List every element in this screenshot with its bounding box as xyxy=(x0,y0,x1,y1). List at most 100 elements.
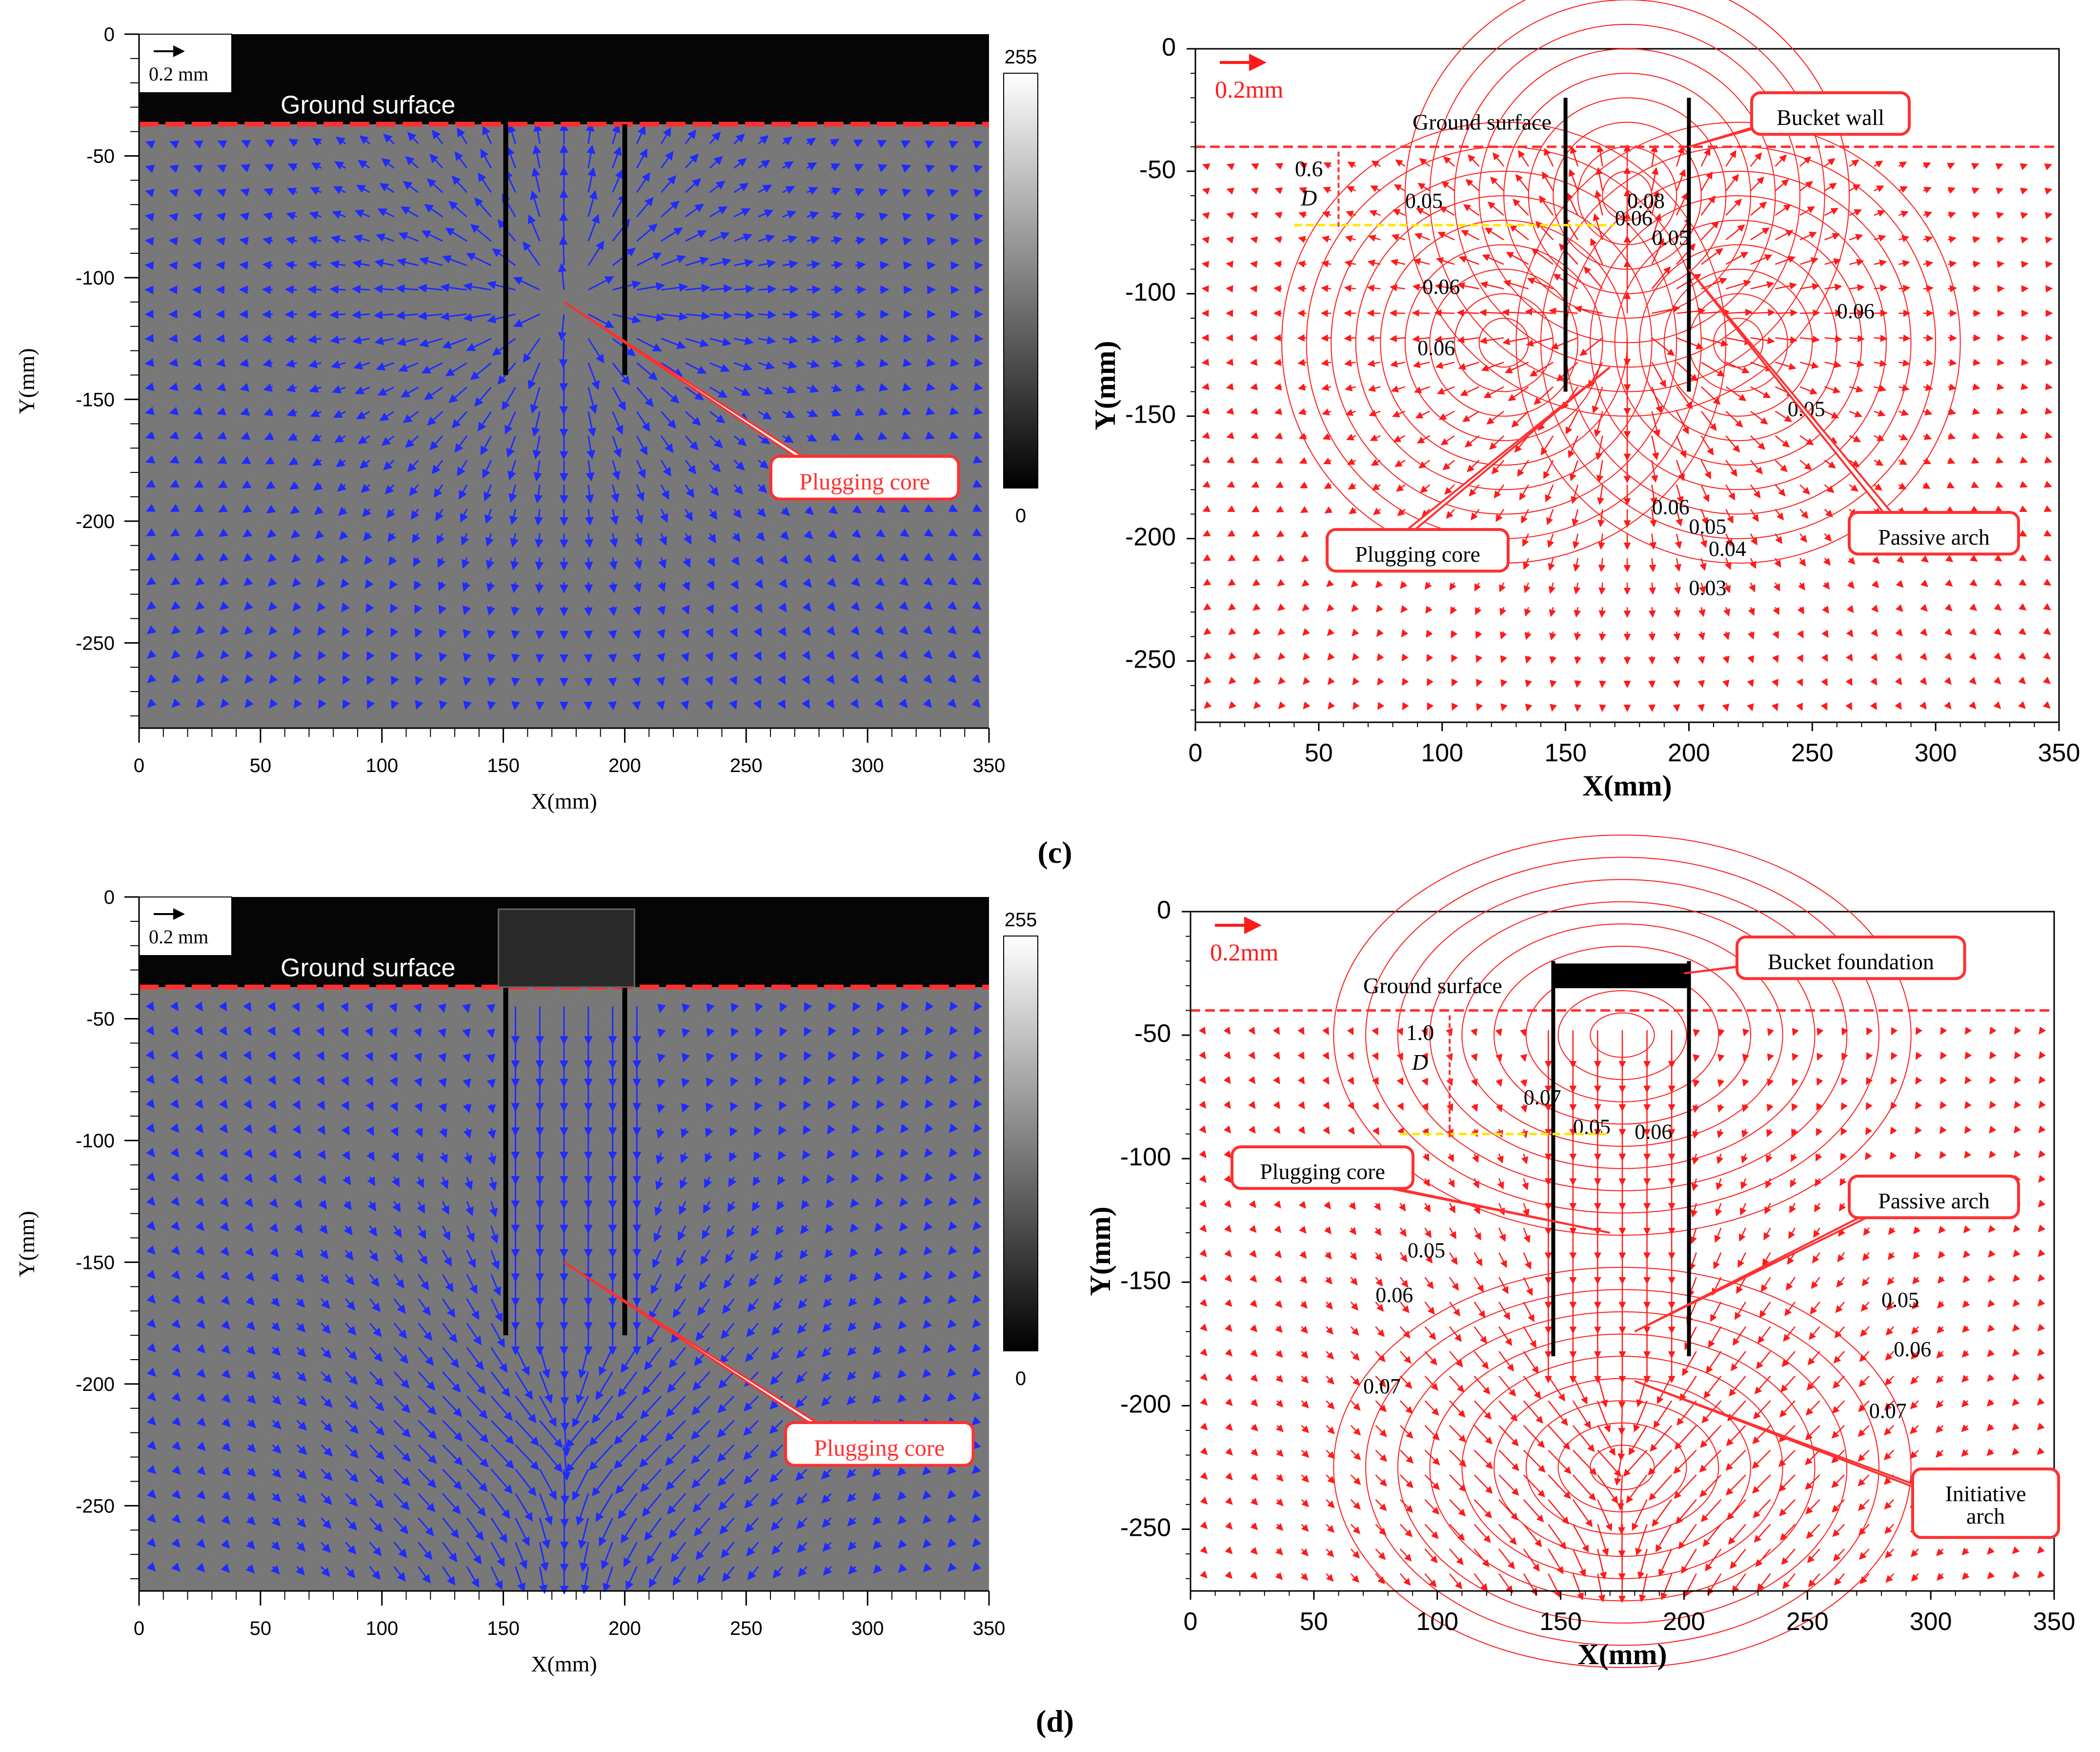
y-tick-label: -200 xyxy=(76,511,115,532)
vector-arrow xyxy=(439,700,448,710)
vector-arrow xyxy=(485,533,494,547)
vector-arrow xyxy=(269,674,278,684)
vector-arrow xyxy=(268,626,278,635)
vector-arrow xyxy=(506,435,516,458)
vector-arrow xyxy=(168,358,178,367)
vector-arrow xyxy=(340,554,349,565)
vector-arrow xyxy=(389,580,398,590)
vector-arrow xyxy=(558,314,567,341)
vector-arrow xyxy=(267,553,277,563)
vector-arrow xyxy=(220,650,229,659)
vector-arrow xyxy=(398,362,419,372)
vector-arrow xyxy=(485,557,495,570)
vector-arrow xyxy=(310,187,322,195)
vector-arrow xyxy=(1344,334,1356,342)
vector-arrow xyxy=(534,509,544,526)
vector-arrow xyxy=(171,650,181,659)
vector-arrow xyxy=(262,309,273,319)
vector-arrow xyxy=(391,652,399,662)
vector-arrow xyxy=(439,652,447,662)
contour-label: 0.03 xyxy=(1689,576,1726,600)
vector-arrow xyxy=(329,285,346,294)
vector-arrow xyxy=(285,236,297,245)
vector-arrow xyxy=(513,277,540,291)
vector-arrow xyxy=(424,387,443,400)
x-tick-label: 100 xyxy=(1416,1608,1458,1636)
bucket-model xyxy=(498,908,635,988)
vector-arrow xyxy=(431,460,444,474)
vector-arrow xyxy=(584,606,593,617)
vector-arrow xyxy=(240,188,250,197)
contour-label: 0.05 xyxy=(1408,1239,1445,1263)
vector-arrow xyxy=(612,460,621,481)
vector-arrow xyxy=(193,455,203,464)
depth-unit: D xyxy=(1300,185,1317,210)
vector-arrow xyxy=(950,237,960,246)
vector-arrow xyxy=(612,123,621,144)
callout-text: Plugging core xyxy=(1355,542,1480,567)
vector-arrow xyxy=(502,387,516,411)
vector-arrow xyxy=(239,309,249,319)
vector-arrow xyxy=(284,310,297,319)
contour-label: 0.07 xyxy=(1363,1374,1401,1398)
vector-arrow xyxy=(144,213,155,222)
callout-text: Plugging core xyxy=(799,469,930,495)
x-tick-label: 150 xyxy=(487,755,520,776)
vector-arrow xyxy=(381,435,395,446)
x-tick-label: 350 xyxy=(2038,739,2080,767)
vector-arrow xyxy=(926,358,936,367)
vector-arrow xyxy=(608,653,617,663)
y-tick-label: -250 xyxy=(76,1495,115,1517)
vector-arrow xyxy=(532,144,542,168)
vector-arrow xyxy=(419,257,443,266)
vector-arrow xyxy=(262,285,273,294)
vector-arrow xyxy=(587,338,605,364)
panel-label-c: (c) xyxy=(1037,835,1072,870)
vector-arrow xyxy=(391,675,399,686)
x-tick-label: 200 xyxy=(1668,739,1710,767)
vector-arrow xyxy=(220,698,230,708)
vector-arrow xyxy=(169,407,179,415)
vector-arrow xyxy=(523,338,541,363)
vector-arrow xyxy=(330,235,346,244)
vector-arrow xyxy=(351,285,370,294)
vector-arrow xyxy=(527,214,541,242)
vector-arrow xyxy=(218,504,228,513)
vector-arrow xyxy=(1648,632,1656,641)
vector-arrow xyxy=(782,285,799,294)
vector-arrow xyxy=(2021,358,2029,366)
vector-arrow xyxy=(587,167,596,193)
vector-arrow xyxy=(286,212,297,221)
vector-arrow xyxy=(974,358,984,367)
vector-arrow xyxy=(195,552,205,561)
vector-arrow xyxy=(291,529,301,539)
vector-arrow xyxy=(531,411,541,437)
vector-arrow xyxy=(508,484,517,503)
vector-arrow xyxy=(359,135,370,144)
vector-arrow xyxy=(266,529,277,538)
vector-arrow xyxy=(312,457,322,467)
bucket-lid xyxy=(1553,963,1689,988)
vector-arrow xyxy=(196,698,205,708)
colorbar xyxy=(1003,73,1038,489)
vector-arrow xyxy=(612,387,626,411)
contour-label: 0.07 xyxy=(1869,1399,1907,1423)
vector-arrow xyxy=(310,409,322,417)
vector-arrow xyxy=(220,625,229,635)
vector-arrow xyxy=(436,533,445,545)
vector-arrow xyxy=(341,578,350,589)
vector-arrow xyxy=(534,484,543,504)
vector-arrow xyxy=(2045,383,2053,390)
y-tick-label: -200 xyxy=(1120,1390,1171,1418)
vector-arrow xyxy=(636,223,658,242)
vector-arrow xyxy=(330,360,346,369)
vector-arrow xyxy=(244,674,254,684)
vector-arrow xyxy=(610,509,619,526)
x-tick-label: 50 xyxy=(250,1618,272,1639)
vector-arrow xyxy=(244,650,254,660)
vector-arrow xyxy=(608,582,618,593)
vector-arrow xyxy=(145,141,156,149)
colorbar xyxy=(1003,936,1038,1351)
y-tick-label: -50 xyxy=(1139,156,1176,184)
